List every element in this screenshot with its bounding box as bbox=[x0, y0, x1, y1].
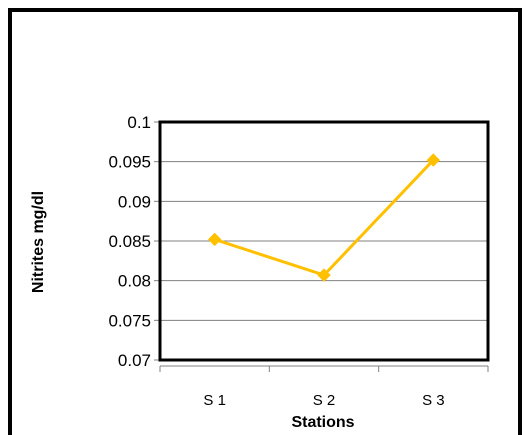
series-layer bbox=[207, 153, 441, 282]
y-tick-label: 0.085 bbox=[108, 232, 151, 251]
y-tick-label: 0.095 bbox=[108, 153, 151, 172]
chart-outer-frame bbox=[8, 8, 522, 435]
data-point bbox=[207, 232, 222, 247]
y-tick-label: 0.07 bbox=[118, 351, 151, 370]
x-tick-label: S 3 bbox=[422, 392, 445, 409]
y-axis-title: Nitrites mg/dl bbox=[30, 191, 47, 293]
y-tick-label: 0.1 bbox=[127, 113, 151, 132]
data-point bbox=[426, 153, 441, 167]
x-axis-title: Stations bbox=[291, 414, 354, 431]
plot-area-frame bbox=[158, 120, 490, 362]
data-point bbox=[317, 268, 331, 282]
y-tick-label: 0.08 bbox=[118, 272, 151, 291]
x-tick-label: S 1 bbox=[203, 392, 226, 409]
x-tick-label: S 2 bbox=[313, 392, 336, 409]
y-tick-label: 0.09 bbox=[118, 192, 151, 211]
x-tick-labels: S 1 S 2 S 3 bbox=[203, 392, 444, 409]
y-tick-labels: 0.1 0.095 0.09 0.085 0.08 0.075 0.07 bbox=[108, 113, 151, 370]
axes bbox=[154, 120, 490, 372]
y-tick-label: 0.075 bbox=[108, 311, 151, 330]
